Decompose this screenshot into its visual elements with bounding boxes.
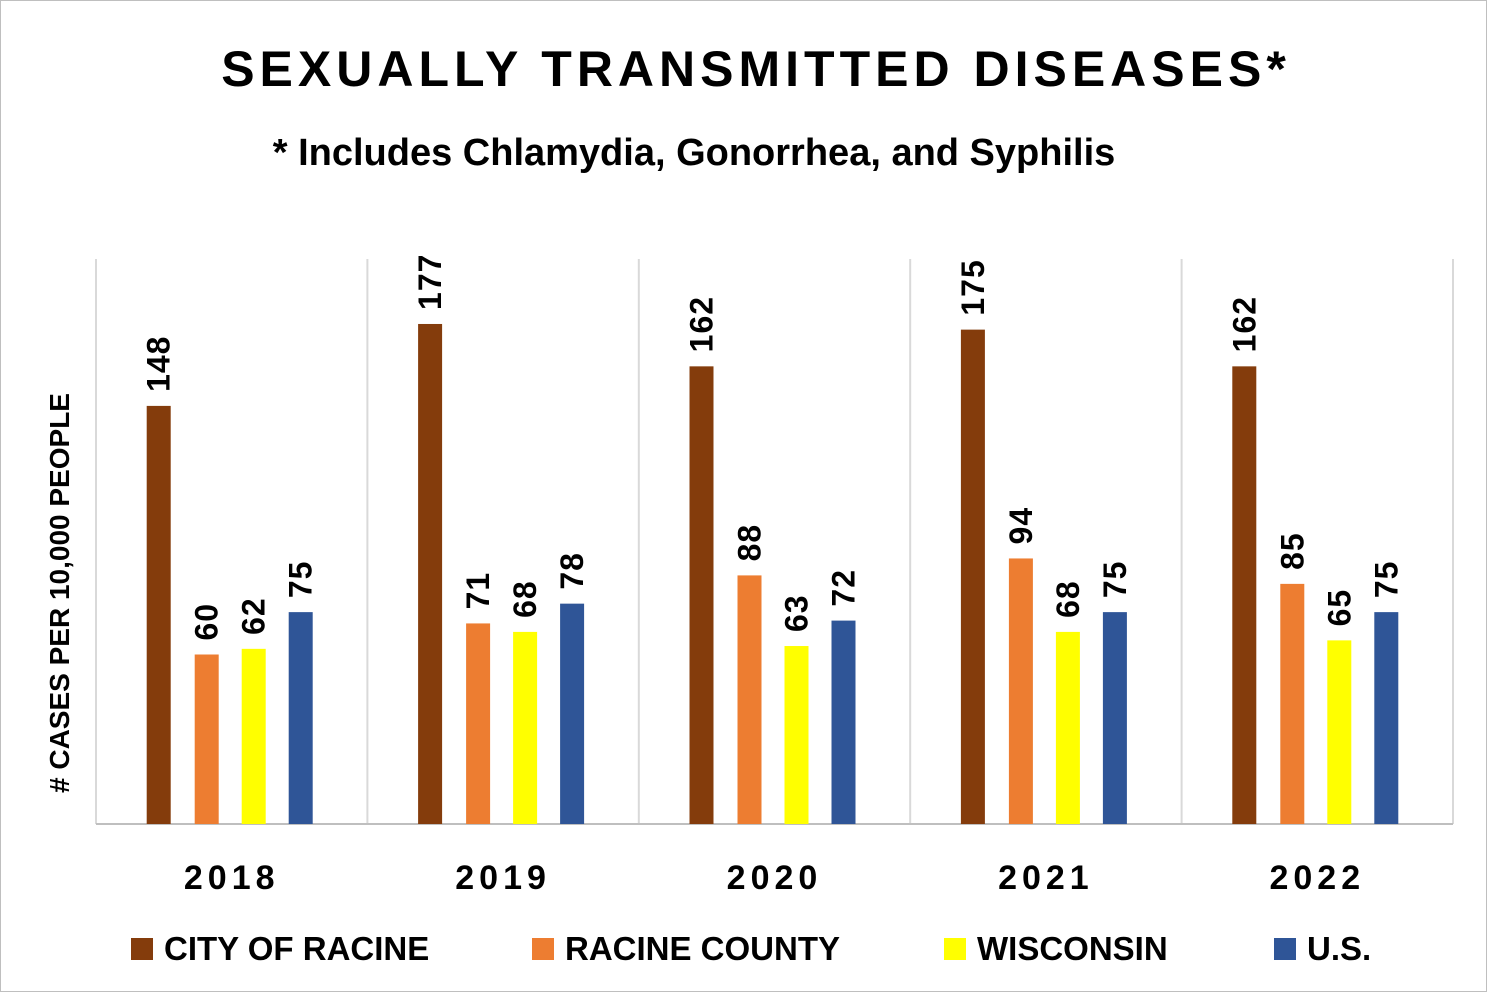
data-label: 72 [826,569,862,607]
data-label: 60 [189,603,225,641]
data-label: 68 [1050,580,1086,618]
legend-swatch [944,938,966,960]
bars-group [146,323,1399,824]
bar [1008,558,1033,824]
data-label: 175 [955,259,991,315]
y-axis-label: # CASES PER 10,000 PEOPLE [44,393,75,793]
chart-subtitle: * Includes Chlamydia, Gonorrhea, and Syp… [273,132,1116,174]
chart-title: SEXUALLY TRANSMITTED DISEASES* [221,41,1291,97]
legend-label: WISCONSIN [977,930,1168,967]
category-dividers [95,259,1454,824]
bar [960,329,985,824]
legend-label: U.S. [1307,930,1371,967]
bar [466,623,491,824]
data-label: 177 [412,254,448,310]
data-label: 78 [554,552,590,590]
legend-swatch [131,938,153,960]
bar [1055,631,1080,824]
data-label: 62 [236,597,272,635]
value-labels-group: 148 60 62 75 177 71 68 78 162 88 63 72 175 94 68 75 162 8… [141,254,1405,641]
legend: CITY OF RACINE RACINE COUNTY WISCONSIN U.S. [131,930,1371,967]
legend-label: CITY OF RACINE [164,930,429,967]
x-tick-label: 2019 [455,859,551,897]
bar [1232,366,1257,824]
data-label: 94 [1003,507,1039,545]
legend-swatch [532,938,554,960]
bar [831,620,856,824]
x-tick-label: 2018 [184,859,280,897]
data-label: 162 [684,296,720,352]
x-tick-label: 2020 [727,859,823,897]
bar [1102,612,1127,824]
bar [288,612,313,824]
data-label: 75 [1097,561,1133,599]
bar [513,631,538,824]
x-tick-label: 2022 [1269,859,1365,897]
bar [1327,640,1352,824]
data-label: 65 [1321,589,1357,627]
bar [784,646,809,824]
bar [560,603,585,824]
bar [194,654,219,824]
legend-swatch [1274,938,1296,960]
x-tick-label: 2021 [998,859,1094,897]
data-label: 63 [779,594,815,632]
data-label: 75 [283,561,319,599]
data-label: 68 [507,580,543,618]
bar [1374,612,1399,824]
bar [1280,583,1305,824]
bar [737,575,762,824]
data-label: 71 [460,572,496,610]
bar [146,405,171,824]
data-label: 162 [1226,296,1262,352]
bar [418,323,443,824]
bar [689,366,714,824]
bar [241,648,266,824]
data-label: 85 [1274,532,1310,570]
x-tick-labels-group: 2018 2019 2020 2021 2022 [184,859,1365,897]
data-label: 75 [1368,561,1404,599]
data-label: 148 [141,336,177,392]
data-label: 88 [732,524,768,562]
legend-label: RACINE COUNTY [565,930,840,967]
